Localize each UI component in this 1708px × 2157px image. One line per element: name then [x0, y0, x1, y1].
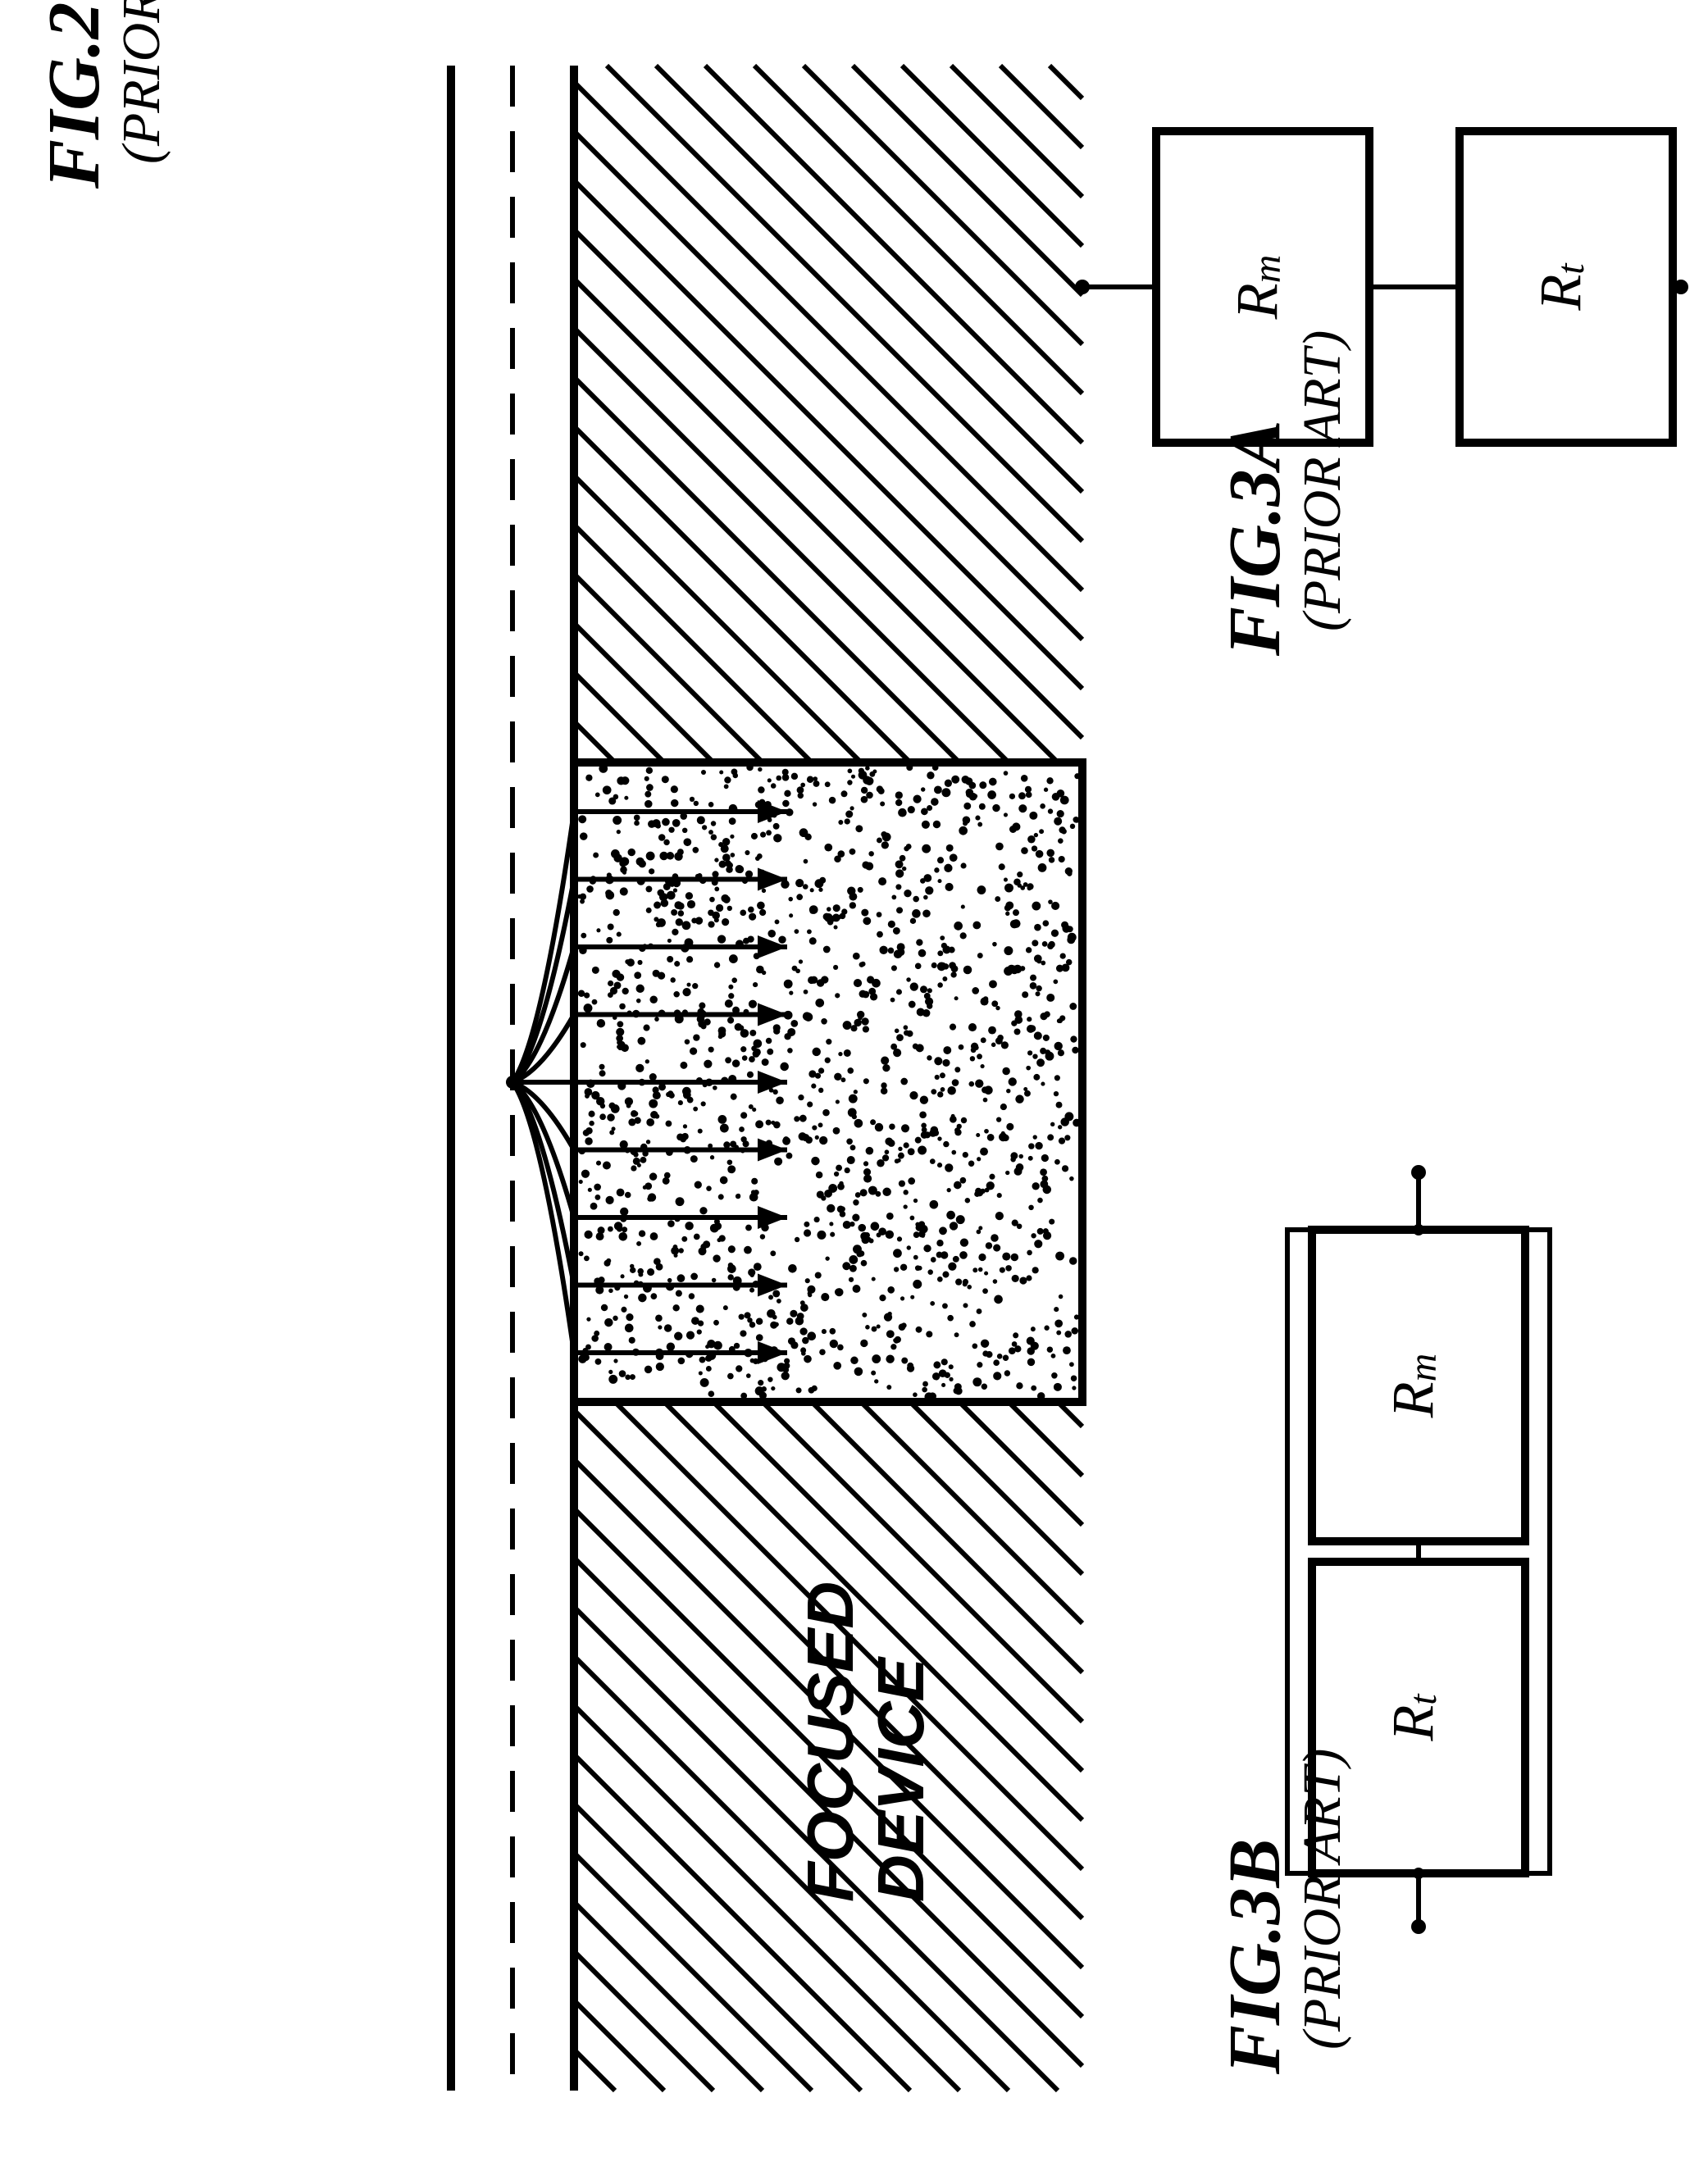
svg-text:FIG.3B: FIG.3B [1214, 1838, 1296, 2075]
formation-hatch [574, 66, 1082, 762]
svg-text:FOCUSED: FOCUSED [794, 1581, 867, 1902]
svg-text:(PRIOR ART): (PRIOR ART) [1292, 330, 1352, 631]
fig3b-title: FIG.3B(PRIOR ART) [1214, 1749, 1352, 2075]
fig2-title-text: FIG.2 [34, 2, 115, 189]
focused-device-label: FOCUSEDDEVICE [794, 1581, 937, 1902]
fig2-sub: (PRIOR ART) [112, 0, 171, 164]
svg-text:FIG.3A: FIG.3A [1214, 420, 1296, 657]
svg-text:DEVICE: DEVICE [864, 1656, 937, 1902]
current-lines [506, 800, 787, 1364]
diagram-canvas: FIG.2(PRIOR ART)FOCUSEDDEVICERmRtFIG.3A(… [0, 0, 1708, 2157]
fig2-title: FIG.2(PRIOR ART) [34, 0, 171, 189]
svg-text:(PRIOR ART): (PRIOR ART) [1292, 1749, 1352, 2050]
